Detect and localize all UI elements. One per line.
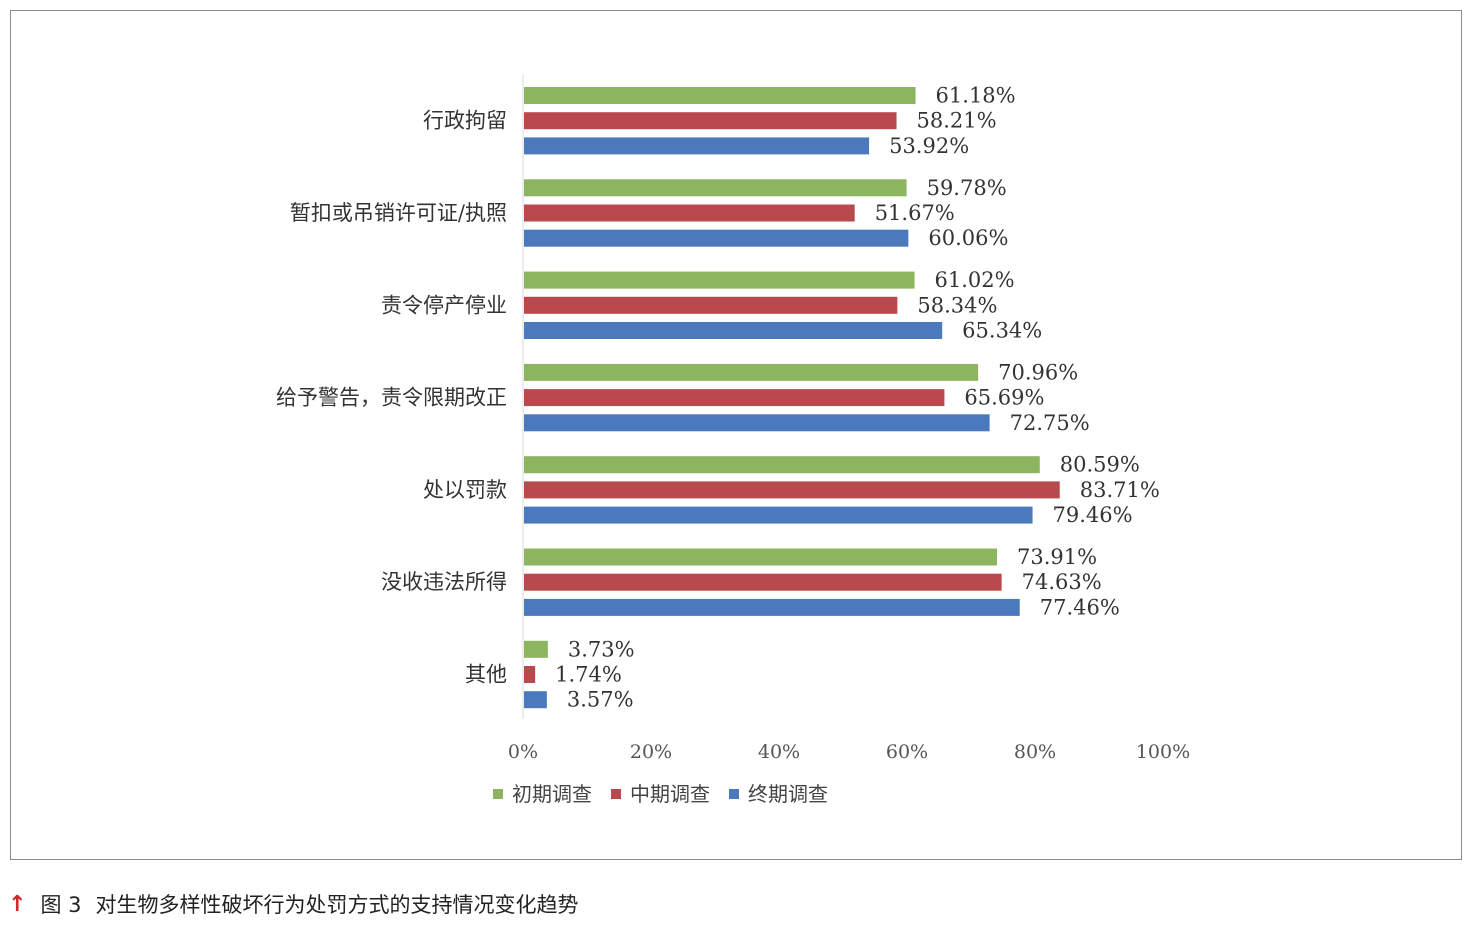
category-label: 没收违法所得 [381,570,507,594]
bar-1 [524,87,916,104]
legend-swatch-2 [611,789,621,799]
bar-3 [524,229,909,247]
bar-chart: 行政拘留61.18%58.21%53.92%暂扣或吊销许可证/执照59.78%5… [276,75,1190,806]
category-label: 给予警告，责令限期改正 [276,386,507,410]
x-tick-label: 60% [886,741,928,763]
data-label: 80.59% [1060,453,1140,477]
legend-label: 终期调查 [748,782,828,806]
bar-3 [524,506,1033,524]
data-label: 3.57% [567,688,634,712]
bar-2 [524,573,1002,591]
data-label: 83.71% [1080,478,1160,502]
data-label: 58.21% [917,109,997,133]
category-label: 暂扣或吊销许可证/执照 [290,201,507,225]
bar-3 [524,137,870,155]
x-tick-label: 20% [630,741,672,763]
up-arrow-icon: ↑ [8,891,27,917]
bar-2 [524,204,855,222]
bar-1 [524,548,998,566]
data-label: 73.91% [1017,545,1097,569]
category-label: 处以罚款 [423,478,507,502]
figure-caption: ↑ 图 3 对生物多样性破坏行为处罚方式的支持情况变化趋势 [8,888,578,920]
x-tick-label: 100% [1136,741,1190,763]
x-tick-label: 40% [758,741,800,763]
bar-3 [524,598,1020,616]
legend-label: 中期调查 [630,782,710,806]
category-label: 行政拘留 [423,109,507,133]
category-label: 其他 [465,663,507,687]
bar-3 [524,691,547,709]
data-label: 79.46% [1053,503,1133,527]
data-label: 3.73% [568,637,635,661]
data-label: 72.75% [1010,411,1090,435]
caption-text: 对生物多样性破坏行为处罚方式的支持情况变化趋势 [95,893,579,917]
data-label: 61.02% [935,268,1015,292]
bar-1 [524,456,1040,474]
legend-label: 初期调查 [512,782,592,806]
bar-2 [524,296,898,314]
data-label: 77.46% [1040,595,1120,619]
data-label: 70.96% [998,360,1078,384]
x-tick-label: 80% [1014,741,1056,763]
data-label: 51.67% [875,201,955,225]
data-label: 58.34% [917,293,997,317]
bar-2 [524,112,897,130]
data-label: 61.18% [936,84,1016,108]
bar-3 [524,322,943,339]
data-label: 59.78% [927,176,1007,200]
figure-number: 图 3 [40,893,82,917]
data-label: 65.34% [962,319,1042,343]
data-label: 74.63% [1022,570,1102,594]
data-label: 1.74% [555,663,622,687]
legend-swatch-1 [493,789,503,799]
data-label: 53.92% [889,134,969,158]
legend-swatch-3 [729,789,739,799]
bar-1 [524,271,915,289]
bar-2 [524,666,536,683]
category-label: 责令停产停业 [381,293,507,317]
bar-2 [524,481,1060,499]
data-label: 65.69% [964,386,1044,410]
x-tick-label: 0% [508,741,538,763]
bar-1 [524,363,979,381]
bar-1 [524,640,548,658]
chart-frame: 行政拘留 61.18% 58.21% 53.92% 暂扣或吊销许可证/执照 59.78% 5… [10,10,1462,860]
bar-2 [524,389,945,407]
bar-1 [524,179,907,197]
bar-3 [524,414,990,432]
data-label: 60.06% [928,226,1008,250]
